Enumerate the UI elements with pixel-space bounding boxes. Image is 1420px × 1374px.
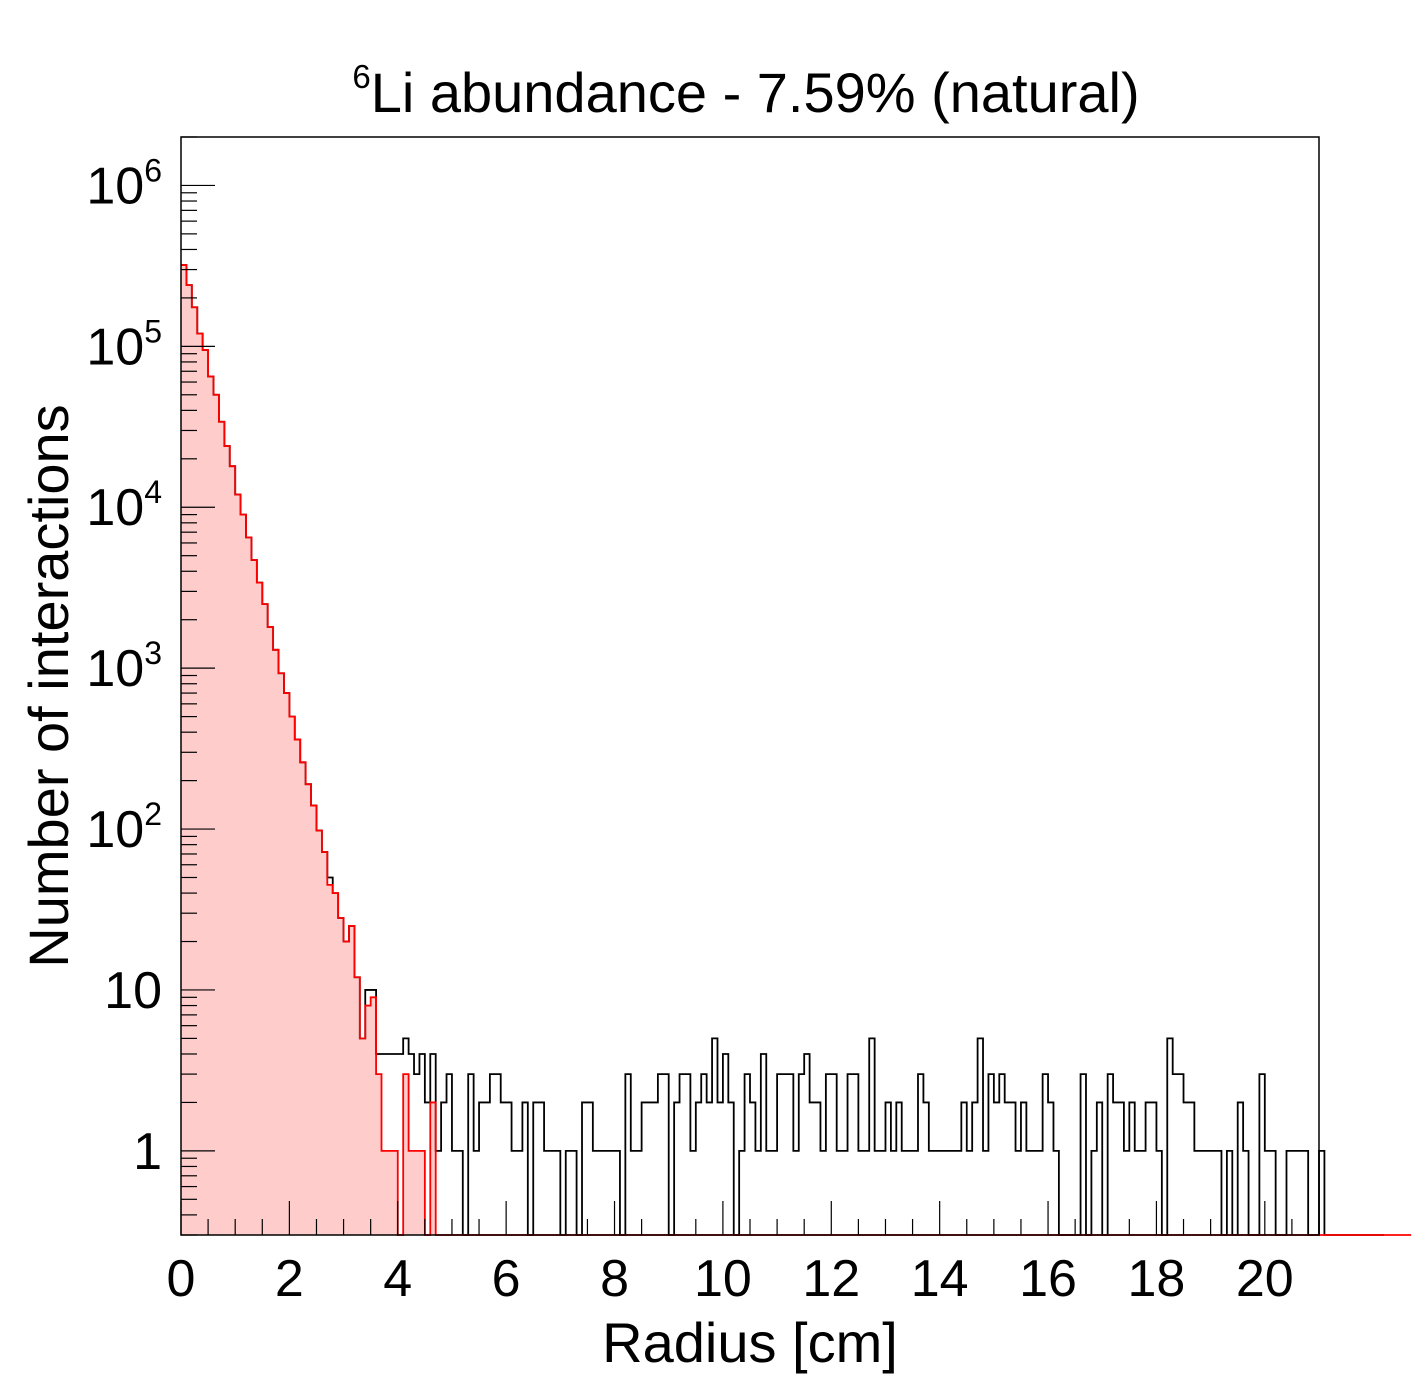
- x-tick-labels: 0 2 4 6 8 10 12 14 16 18 20: [167, 1250, 1294, 1308]
- plot-fill-layer: [181, 265, 1412, 1235]
- chart-title: 6Li abundance - 7.59% (natural): [352, 58, 1139, 124]
- x-tick-label: 10: [694, 1250, 752, 1308]
- x-axis-label: Radius [cm]: [602, 1311, 898, 1374]
- y-tick-label: 102: [86, 796, 162, 859]
- y-tick-labels: 1 10 102 103 104 105 106: [86, 152, 162, 1180]
- x-tick-label: 4: [383, 1250, 412, 1308]
- y-tick-label: 103: [86, 635, 162, 698]
- series-1-fill: [181, 265, 1412, 1235]
- axis-ticks-layer: [180, 136, 1320, 1236]
- x-tick-label: 0: [167, 1250, 196, 1308]
- x-tick-label: 8: [600, 1250, 629, 1308]
- x-tick-label: 2: [275, 1250, 304, 1308]
- y-tick-label: 10: [104, 962, 162, 1020]
- x-tick-label: 18: [1128, 1250, 1186, 1308]
- x-tick-label: 16: [1019, 1250, 1077, 1308]
- chart-title-superscript: 6: [352, 58, 370, 95]
- x-tick-label: 14: [911, 1250, 969, 1308]
- chart-title-text: Li abundance - 7.59% (natural): [371, 61, 1140, 124]
- y-tick-label: 106: [86, 152, 162, 215]
- x-tick-label: 20: [1236, 1250, 1294, 1308]
- y-tick-label: 105: [86, 313, 162, 376]
- x-tick-label: 6: [492, 1250, 521, 1308]
- y-tick-label: 1: [133, 1123, 162, 1181]
- x-tick-label: 12: [802, 1250, 860, 1308]
- plot-frame: [180, 136, 1320, 1236]
- y-axis-label: Number of interactions: [17, 404, 80, 967]
- y-tick-label: 104: [86, 474, 162, 537]
